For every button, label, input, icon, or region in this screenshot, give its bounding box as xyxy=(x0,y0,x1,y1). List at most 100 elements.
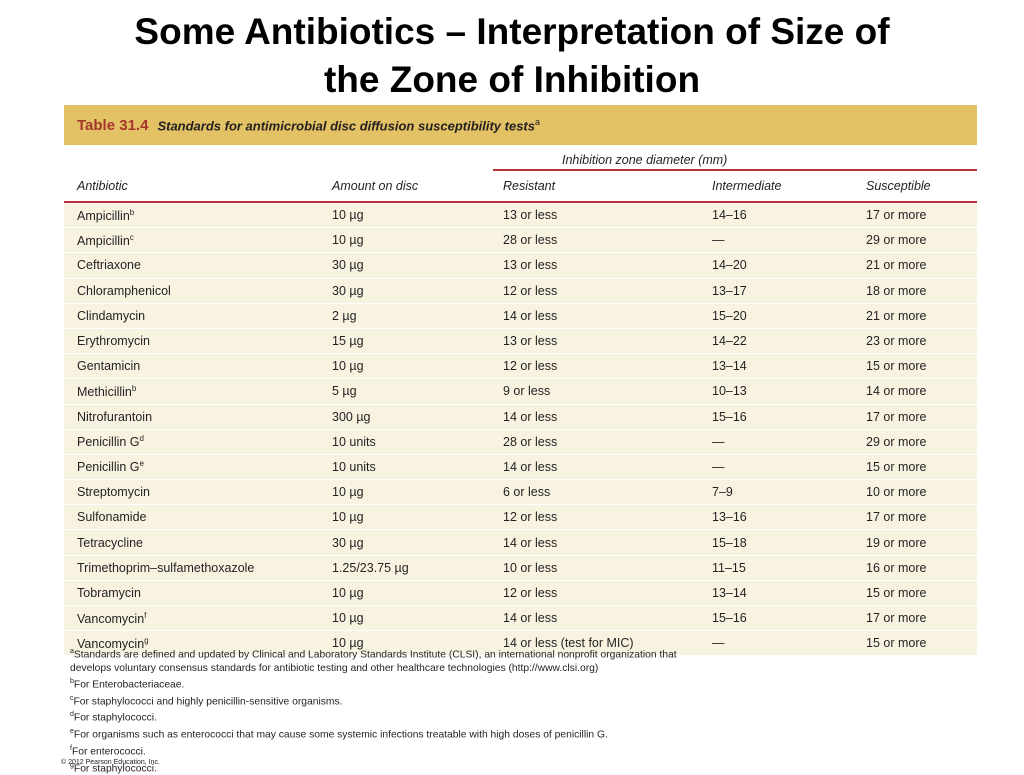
table-row: Tetracycline 30 µg 14 or less 15–18 19 or mo… xyxy=(64,530,977,556)
cell-intermediate: — xyxy=(712,460,866,474)
cell-resistant: 13 or less xyxy=(503,208,712,222)
cell-amount-text: 10 units xyxy=(332,459,376,474)
cell-antibiotic: Trimethoprim–sulfamethoxazole xyxy=(64,561,332,575)
cell-amount: 2 µg xyxy=(332,309,503,323)
cell-intermediate-text: 7–9 xyxy=(712,485,733,500)
cell-intermediate: 14–20 xyxy=(712,258,866,272)
cell-amount-text: 10 µg xyxy=(332,359,364,374)
cell-resistant-text: 12 or less xyxy=(503,510,558,525)
footnote-marker: d xyxy=(139,434,144,444)
footnote-line: develops voluntary consensus standards f… xyxy=(70,662,770,675)
cell-susceptible-text: 21 or more xyxy=(866,308,927,323)
footnote-line: eFor organisms such as enterococci that … xyxy=(70,725,770,742)
cell-amount-text: 10 µg xyxy=(332,510,364,525)
cell-amount: 30 µg xyxy=(332,536,503,550)
cell-resistant-text: 28 or less xyxy=(503,233,558,248)
cell-amount: 10 µg xyxy=(332,208,503,222)
cell-antibiotic-text: Ampicillin xyxy=(77,208,130,223)
cell-susceptible: 21 or more xyxy=(866,258,977,272)
cell-susceptible: 29 or more xyxy=(866,435,977,449)
cell-susceptible: 17 or more xyxy=(866,410,977,424)
cell-intermediate: 15–20 xyxy=(712,309,866,323)
table-number: Table 31.4 xyxy=(77,116,149,134)
footnote-marker: f xyxy=(144,610,147,620)
cell-amount-text: 10 µg xyxy=(332,636,364,651)
cell-amount: 300 µg xyxy=(332,410,503,424)
cell-resistant: 12 or less xyxy=(503,284,712,298)
cell-amount-text: 10 µg xyxy=(332,233,364,248)
cell-amount-text: 2 µg xyxy=(332,308,357,323)
cell-amount: 10 units xyxy=(332,435,503,449)
cell-antibiotic: Chloramphenicol xyxy=(64,284,332,298)
cell-amount-text: 10 µg xyxy=(332,208,364,223)
cell-resistant-text: 13 or less xyxy=(503,258,558,273)
footnote-line: fFor enterococci. xyxy=(70,742,770,759)
footnote-text: For staphylococci. xyxy=(73,712,157,724)
cell-susceptible-text: 17 or more xyxy=(866,208,927,223)
footnote-line: dFor staphylococci. xyxy=(70,708,770,725)
cell-intermediate: 15–16 xyxy=(712,410,866,424)
cell-antibiotic: Ampicillinb xyxy=(64,208,332,223)
cell-amount-text: 30 µg xyxy=(332,283,364,298)
cell-intermediate: 10–13 xyxy=(712,384,866,398)
slide-title: Some Antibiotics – Interpretation of Siz… xyxy=(0,8,1024,104)
footnote-line: gFor staphylococci. xyxy=(70,759,770,775)
footnote-marker: c xyxy=(129,232,134,242)
cell-susceptible: 17 or more xyxy=(866,510,977,524)
cell-resistant-text: 12 or less xyxy=(503,283,558,298)
table-row: Vancomycinf 10 µg 14 or less 15–16 17 or mor… xyxy=(64,606,977,632)
cell-antibiotic-text: Tetracycline xyxy=(77,535,143,550)
cell-susceptible: 17 or more xyxy=(866,208,977,222)
cell-amount: 10 µg xyxy=(332,359,503,373)
cell-amount: 10 µg xyxy=(332,233,503,247)
cell-resistant: 14 or less xyxy=(503,309,712,323)
cell-susceptible: 18 or more xyxy=(866,284,977,298)
cell-antibiotic-text: Streptomycin xyxy=(77,485,150,500)
cell-intermediate-text: — xyxy=(712,636,725,651)
cell-susceptible-text: 17 or more xyxy=(866,510,927,525)
cell-susceptible-text: 15 or more xyxy=(866,359,927,374)
cell-susceptible-text: 10 or more xyxy=(866,485,927,500)
cell-susceptible-text: 29 or more xyxy=(866,233,927,248)
cell-intermediate-text: 10–13 xyxy=(712,384,747,399)
cell-susceptible-text: 15 or more xyxy=(866,459,927,474)
cell-antibiotic: Vancomycinf xyxy=(64,611,332,626)
slide-title-line-2: the Zone of Inhibition xyxy=(323,59,701,100)
cell-antibiotic-text: Ceftriaxone xyxy=(77,258,141,273)
cell-susceptible: 19 or more xyxy=(866,536,977,550)
cell-susceptible: 16 or more xyxy=(866,561,977,575)
cell-susceptible-text: 29 or more xyxy=(866,434,927,449)
cell-resistant: 14 or less (test for MIC) xyxy=(503,636,712,650)
cell-intermediate-text: 13–14 xyxy=(712,585,747,600)
cell-intermediate: 13–16 xyxy=(712,510,866,524)
cell-antibiotic-text: Penicillin G xyxy=(77,460,140,475)
cell-intermediate-text: 15–18 xyxy=(712,535,747,550)
cell-resistant-text: 12 or less xyxy=(503,585,558,600)
cell-intermediate-text: 14–16 xyxy=(712,208,747,223)
cell-resistant-text: 14 or less (test for MIC) xyxy=(503,636,634,651)
footnote-mark: d xyxy=(70,711,74,719)
footnote-mark: a xyxy=(70,648,74,655)
cell-amount: 1.25/23.75 µg xyxy=(332,561,503,575)
table-row: Sulfonamide 10 µg 12 or less 13–16 17 or mor… xyxy=(64,505,977,531)
cell-antibiotic: Gentamicin xyxy=(64,359,332,373)
cell-resistant-text: 13 or less xyxy=(503,334,558,349)
cell-resistant-text: 14 or less xyxy=(503,611,558,626)
column-group-header: Inhibition zone diameter (mm) xyxy=(64,145,977,171)
cell-antibiotic: Tetracycline xyxy=(64,536,332,550)
cell-antibiotic-text: Ampicillin xyxy=(77,233,130,248)
cell-susceptible: 15 or more xyxy=(866,460,977,474)
cell-susceptible-text: 17 or more xyxy=(866,611,927,626)
footnote-text: For Enterobacteriaceae. xyxy=(73,679,185,691)
cell-intermediate: 14–22 xyxy=(712,334,866,348)
cell-amount: 15 µg xyxy=(332,334,503,348)
footnote-mark: g xyxy=(70,761,74,769)
cell-susceptible-text: 16 or more xyxy=(866,560,927,575)
cell-antibiotic: Erythromycin xyxy=(64,334,332,348)
cell-susceptible-text: 15 or more xyxy=(866,585,927,600)
table-row: Streptomycin 10 µg 6 or less 7–9 10 or more xyxy=(64,480,977,506)
table-row: Nitrofurantoin 300 µg 14 or less 15–16 17 or… xyxy=(64,404,977,430)
footnotes: aStandards are defined and updated by Cl… xyxy=(70,645,770,775)
footnote-line: aStandards are defined and updated by Cl… xyxy=(70,645,770,662)
col-header-antibiotic: Antibiotic xyxy=(77,179,128,193)
